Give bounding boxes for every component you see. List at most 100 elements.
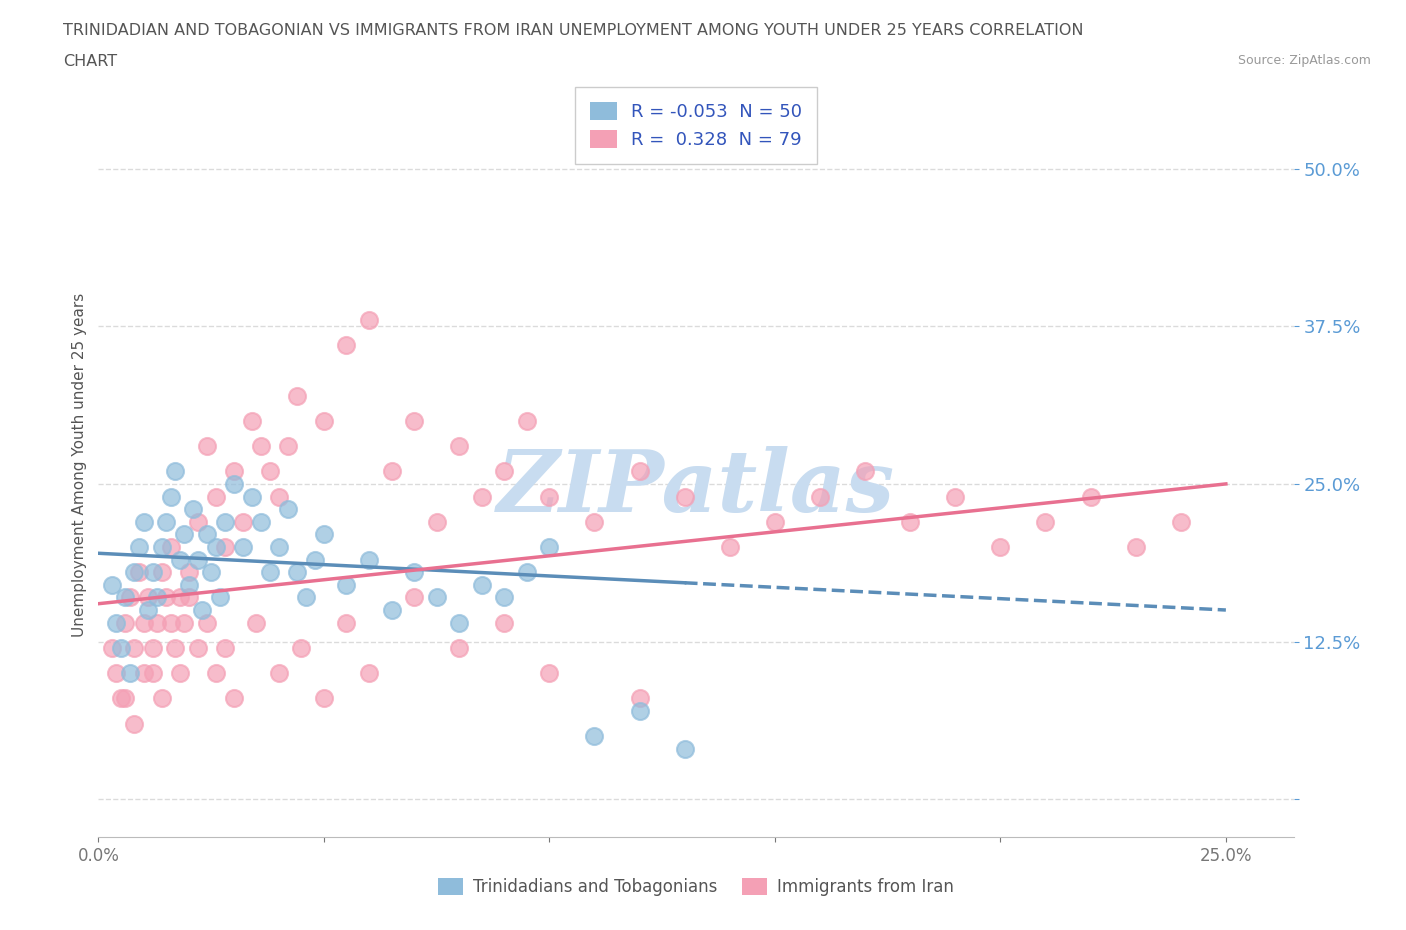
Point [628,703,651,718]
Text: ZIPatlas: ZIPatlas [496,445,896,529]
Point [290,641,312,656]
Point [222,464,245,479]
Point [128,539,150,554]
Point [169,552,191,567]
Point [146,615,169,630]
Point [128,565,150,579]
Point [277,439,299,454]
Point [124,565,146,579]
Point [426,590,449,604]
Point [105,615,128,630]
Point [187,641,209,656]
Legend: Trinidadians and Tobagonians, Immigrants from Iran: Trinidadians and Tobagonians, Immigrants… [432,871,960,903]
Point [209,590,232,604]
Point [494,590,516,604]
Point [335,615,357,630]
Text: Source: ZipAtlas.com: Source: ZipAtlas.com [1237,54,1371,67]
Point [132,615,155,630]
Point [214,539,236,554]
Point [232,514,254,529]
Point [159,489,181,504]
Point [538,539,561,554]
Point [538,489,561,504]
Text: TRINIDADIAN AND TOBAGONIAN VS IMMIGRANTS FROM IRAN UNEMPLOYMENT AMONG YOUTH UNDE: TRINIDADIAN AND TOBAGONIAN VS IMMIGRANTS… [63,23,1084,38]
Point [155,590,177,604]
Point [177,565,200,579]
Point [312,691,335,706]
Point [1035,514,1057,529]
Point [304,552,326,567]
Point [136,603,159,618]
Point [312,414,335,429]
Point [204,489,226,504]
Point [177,590,200,604]
Point [204,539,226,554]
Point [259,565,281,579]
Point [232,539,254,554]
Point [173,527,195,542]
Point [141,666,163,681]
Point [200,565,222,579]
Point [159,615,181,630]
Point [277,501,299,516]
Point [449,615,471,630]
Point [114,615,136,630]
Point [312,527,335,542]
Point [628,691,651,706]
Point [267,539,290,554]
Point [191,603,214,618]
Point [449,641,471,656]
Point [249,514,271,529]
Point [335,338,357,352]
Point [357,312,380,327]
Point [195,439,218,454]
Point [990,539,1012,554]
Point [295,590,318,604]
Point [101,578,124,592]
Point [101,641,124,656]
Point [169,590,191,604]
Point [494,464,516,479]
Point [404,414,426,429]
Point [141,565,163,579]
Point [159,539,181,554]
Point [204,666,226,681]
Point [380,464,402,479]
Point [1080,489,1102,504]
Point [259,464,281,479]
Point [150,691,173,706]
Point [449,439,471,454]
Point [195,615,218,630]
Point [335,578,357,592]
Y-axis label: Unemployment Among Youth under 25 years: Unemployment Among Youth under 25 years [72,293,87,637]
Point [583,514,606,529]
Point [673,741,696,756]
Point [357,552,380,567]
Point [718,539,741,554]
Point [195,527,218,542]
Point [240,489,263,504]
Point [494,615,516,630]
Point [267,666,290,681]
Point [173,615,195,630]
Point [150,539,173,554]
Point [118,590,141,604]
Point [114,590,136,604]
Point [673,489,696,504]
Point [516,565,538,579]
Point [146,590,169,604]
Point [943,489,966,504]
Point [187,552,209,567]
Point [404,590,426,604]
Point [808,489,831,504]
Point [214,641,236,656]
Point [110,641,132,656]
Point [165,641,187,656]
Point [165,464,187,479]
Point [169,666,191,681]
Point [245,615,267,630]
Point [141,641,163,656]
Point [214,514,236,529]
Point [132,666,155,681]
Point [240,414,263,429]
